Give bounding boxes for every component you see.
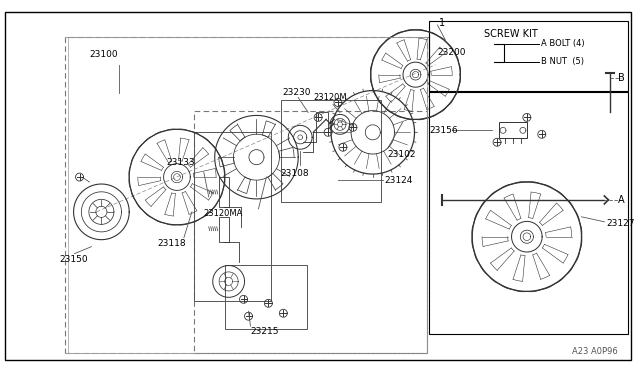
Text: 23215: 23215 <box>250 327 279 336</box>
Bar <box>219 177 228 207</box>
Bar <box>282 100 381 202</box>
Text: 23118: 23118 <box>157 239 186 248</box>
Text: 1: 1 <box>440 18 445 28</box>
Bar <box>499 122 527 138</box>
Bar <box>225 264 307 329</box>
Text: 23108: 23108 <box>280 169 309 177</box>
Text: 23200: 23200 <box>437 48 466 57</box>
Bar <box>219 217 228 242</box>
Bar <box>194 132 271 301</box>
Text: 23124: 23124 <box>385 176 413 185</box>
Bar <box>194 112 428 353</box>
Text: 23127: 23127 <box>606 219 635 228</box>
Text: A23 A0P96: A23 A0P96 <box>572 346 618 356</box>
Bar <box>429 92 628 334</box>
Text: 23133: 23133 <box>166 158 195 167</box>
Bar <box>429 21 628 90</box>
Text: SCREW KIT: SCREW KIT <box>484 29 538 39</box>
Text: 23120MA: 23120MA <box>204 209 243 218</box>
Text: 23156: 23156 <box>429 126 458 135</box>
Text: 23120M: 23120M <box>313 93 347 102</box>
Bar <box>65 37 428 353</box>
Text: A BOLT (4): A BOLT (4) <box>541 39 584 48</box>
Text: 23100: 23100 <box>90 50 118 59</box>
Text: B NUT  (5): B NUT (5) <box>541 57 584 66</box>
Text: 23230: 23230 <box>282 88 311 97</box>
Text: A: A <box>618 195 625 205</box>
Text: 23150: 23150 <box>60 255 88 264</box>
Text: B: B <box>618 73 625 83</box>
Text: 23102: 23102 <box>388 150 416 159</box>
